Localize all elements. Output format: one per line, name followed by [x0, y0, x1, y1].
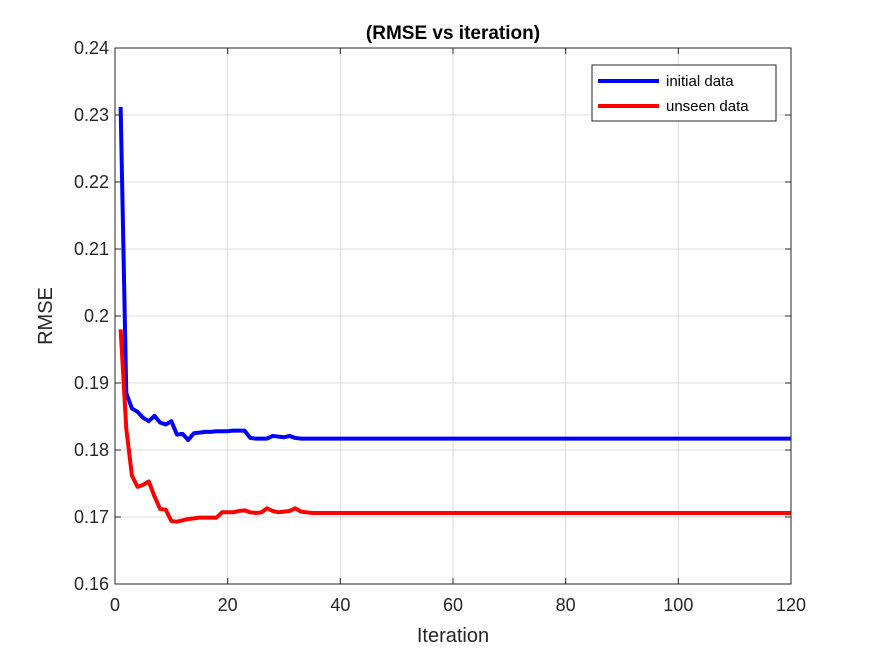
- y-tick-label: 0.23: [74, 105, 109, 125]
- y-tick-label: 0.21: [74, 239, 109, 259]
- series-line-initial-data: [118, 106, 791, 442]
- y-tick-label: 0.18: [74, 440, 109, 460]
- x-tick-label: 80: [556, 595, 576, 615]
- series-line-unseen-data: [118, 329, 791, 524]
- x-tick-label: 100: [663, 595, 693, 615]
- y-tick-label: 0.19: [74, 373, 109, 393]
- series-lines: [118, 106, 791, 524]
- legend-box: [591, 64, 777, 122]
- y-tick-label: 0.16: [74, 574, 109, 594]
- x-axis-label: Iteration: [417, 625, 489, 647]
- legend-label-initial: initial data: [666, 73, 734, 90]
- x-tick-label: 0: [110, 595, 120, 615]
- y-tick-label: 0.22: [74, 172, 109, 192]
- y-tick-label: 0.24: [74, 38, 109, 58]
- y-tick-label: 0.2: [84, 306, 109, 326]
- x-tick-label: 120: [776, 595, 806, 615]
- x-tick-label: 60: [443, 595, 463, 615]
- legend: initial data unseen data: [591, 64, 777, 122]
- legend-label-unseen: unseen data: [666, 98, 749, 115]
- x-tick-label: 40: [330, 595, 350, 615]
- ticks: 0 20 40 60 80 100 120 0.16 0.17 0.18 0.19 0.2 0.21 0.…: [74, 38, 806, 615]
- chart-title: (RMSE vs iteration): [366, 23, 540, 44]
- y-tick-label: 0.17: [74, 507, 109, 527]
- x-tick-label: 20: [218, 595, 238, 615]
- y-axis-label: RMSE: [35, 287, 57, 345]
